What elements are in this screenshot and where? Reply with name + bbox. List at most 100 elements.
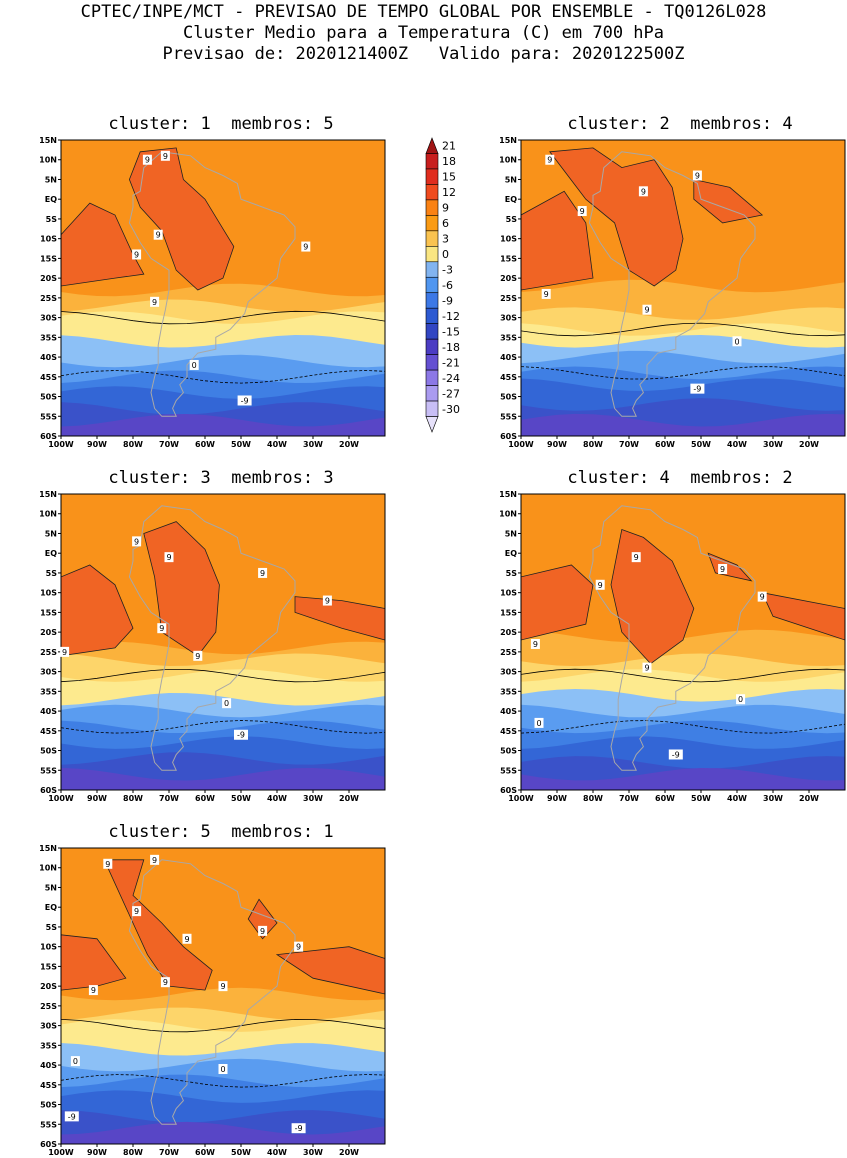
contour-label: 9 [695,172,700,181]
continent-outline [128,505,296,771]
lat-tick-label: 15N [499,136,517,145]
lon-tick-label: 100W [48,794,74,803]
lat-tick-label: 30S [40,314,57,323]
contour-label-box [530,638,540,649]
contour-label-box [638,186,648,197]
contour-label: -9 [693,385,701,394]
colorbar-level-label: 21 [442,140,456,153]
lat-tick-label: 60S [500,432,517,441]
lon-tick-label: 70W [159,440,179,449]
lon-tick-label: 50W [231,1148,251,1157]
colorbar-level-label: -18 [442,341,460,354]
lon-tick-label: 100W [48,440,74,449]
contour-label: 0 [536,719,541,728]
lon-tick-label: 90W [547,440,567,449]
contour-label: 9 [62,648,67,657]
lat-tick-label: 30S [500,668,517,677]
lat-tick-label: 45S [40,373,57,382]
lon-tick-label: 20W [339,1148,359,1157]
colorbar-swatch [425,323,439,340]
contour-label: 9 [325,597,330,606]
contour-label-box [132,536,142,547]
shade-blob-12 [247,898,278,940]
colorbar-level-label: -3 [442,264,453,277]
contour-label-box [294,941,304,952]
contour-label: -9 [237,731,245,740]
map-frame [60,847,386,1145]
contour-label-box [157,623,167,634]
map-frame [60,139,386,437]
panel-title-2: cluster: 2 membros: 4 [567,114,793,134]
contour-label: 9 [533,640,538,649]
figure-title-line3: Previsao de: 2020121400Z Valido para: 20… [162,44,685,64]
contour-label-box [132,906,142,917]
contour-label-box [193,650,203,661]
contour-0 [521,322,845,337]
contour-minus-9 [61,1074,385,1088]
contour-label: 9 [634,553,639,562]
contour-label: 9 [220,982,225,991]
lat-tick-label: 45S [40,727,57,736]
lon-tick-label: 40W [267,1148,287,1157]
shade-band--18 [61,1121,385,1144]
contour-label: 9 [91,986,96,995]
contour-label: 9 [152,856,157,865]
contour-label-box [234,729,248,740]
lon-tick-label: 20W [339,440,359,449]
contour-label-box [736,694,746,705]
contour-label-box [732,336,742,347]
colorbar-swatch [425,184,439,201]
colorbar-swatch [425,276,439,294]
lat-tick-label: 15S [40,962,57,971]
contour-label-box [60,646,70,657]
colorbar-level-label: -15 [442,325,460,338]
lat-tick-label: 5S [506,215,518,224]
contour-label-box [322,595,332,606]
contour-label: 9 [152,298,157,307]
contour-label-box [88,985,98,996]
lat-tick-label: 15N [39,136,57,145]
contour-label-box [64,1111,79,1122]
lon-tick-label: 100W [48,1148,74,1157]
lon-tick-label: 30W [303,794,323,803]
colorbar-level-label: 18 [442,155,456,168]
contour-label-box [70,1056,80,1067]
shade-band--18 [521,413,845,436]
lat-tick-label: 5N [45,883,57,892]
lat-tick-label: 45S [500,727,517,736]
colorbar-level-label: -21 [442,356,460,369]
lon-tick-label: 100W [508,794,534,803]
contour-label-box [218,981,228,992]
contour-label: -9 [295,1124,303,1133]
lon-tick-label: 40W [727,440,747,449]
lat-tick-label: 10N [499,510,517,519]
lat-tick-label: 5S [506,569,518,578]
lon-tick-label: 80W [123,1148,143,1157]
contour-label-box [642,304,652,315]
contour-label-box [160,150,170,161]
contour-label-box [164,552,174,563]
colorbar-swatch [425,137,439,154]
contour-0 [521,668,845,683]
colorbar-level-label: -30 [442,403,460,416]
colorbar-swatch [425,199,439,216]
lat-tick-label: 20S [40,274,57,283]
contour-label: 9 [159,624,164,633]
panel-title-1: cluster: 1 membros: 5 [108,114,334,134]
lat-tick-label: 15N [39,844,57,853]
lat-tick-label: 55S [500,412,517,421]
contour-label: 9 [166,553,171,562]
colorbar-level-label: -27 [442,387,460,400]
lon-tick-label: 70W [159,794,179,803]
lat-tick-label: EQ [505,195,517,204]
lat-tick-label: 5N [505,529,517,538]
lon-tick-label: 90W [547,794,567,803]
contour-label: 9 [644,306,649,315]
lon-tick-label: 40W [267,440,287,449]
lat-tick-label: EQ [45,195,57,204]
lat-tick-label: 10S [500,589,517,598]
colorbar-level-label: -12 [442,310,460,323]
contour-label: 9 [156,231,161,240]
lon-tick-label: 60W [655,440,675,449]
lon-tick-label: 70W [619,794,639,803]
